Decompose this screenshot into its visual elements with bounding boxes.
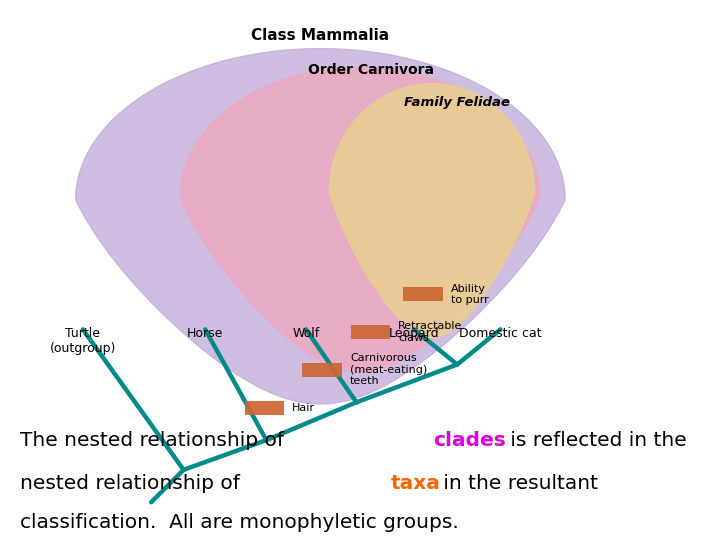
Text: in the resultant: in the resultant [437,474,598,492]
Text: Class Mammalia: Class Mammalia [251,28,390,43]
Text: Carnivorous
(meat-eating)
teeth: Carnivorous (meat-eating) teeth [350,353,427,387]
Polygon shape [180,68,540,372]
FancyBboxPatch shape [351,325,390,339]
Text: taxa: taxa [391,474,441,492]
Polygon shape [330,84,534,338]
Text: classification.  All are monophyletic groups.: classification. All are monophyletic gro… [20,513,459,532]
FancyBboxPatch shape [245,401,284,415]
Text: is reflected in the: is reflected in the [504,430,687,449]
FancyBboxPatch shape [403,287,443,301]
FancyBboxPatch shape [302,363,342,377]
Text: Family Felidae: Family Felidae [404,96,510,109]
Text: Hair: Hair [292,403,315,413]
Text: Horse: Horse [187,327,223,340]
Polygon shape [76,49,565,404]
Text: Turtle
(outgroup): Turtle (outgroup) [50,327,116,355]
Text: Domestic cat: Domestic cat [459,327,541,340]
Text: Wolf: Wolf [292,327,320,340]
Text: Order Carnivora: Order Carnivora [308,63,433,77]
Text: Retractable
claws: Retractable claws [398,321,462,343]
Text: nested relationship of: nested relationship of [20,474,246,492]
Text: clades: clades [433,430,505,449]
Text: Leopard: Leopard [389,327,439,340]
Text: The nested relationship of: The nested relationship of [20,430,291,449]
Text: Ability
to purr: Ability to purr [451,284,488,305]
